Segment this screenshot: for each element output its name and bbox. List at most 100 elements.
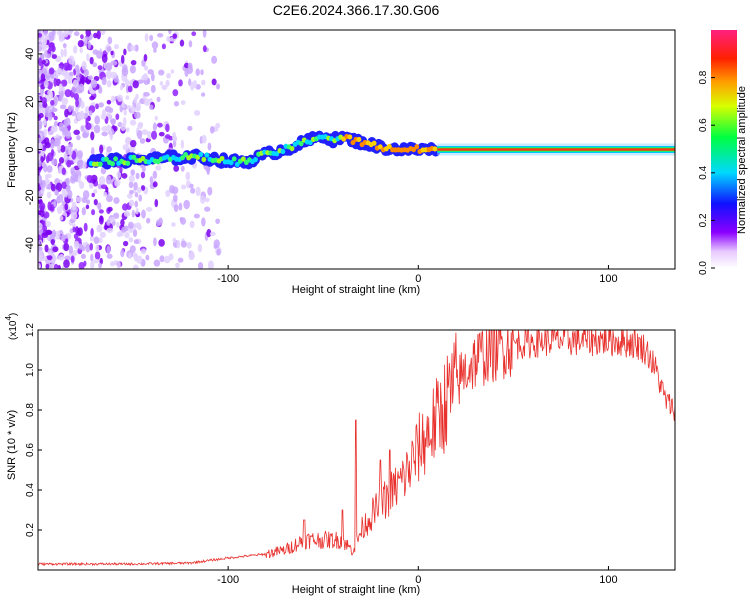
noise-speck (85, 30, 91, 37)
ridge-core (240, 156, 246, 162)
ridge-core (97, 161, 103, 167)
noise-speck (68, 71, 75, 77)
figure-title: C2E6.2024.366.17.30.G06 (273, 2, 440, 18)
noise-speck (181, 184, 187, 190)
noise-speck (128, 237, 134, 243)
noise-speck (38, 159, 42, 168)
noise-speck (156, 32, 164, 38)
noise-speck (187, 125, 193, 131)
noise-speck (192, 79, 198, 89)
noise-speck (109, 107, 114, 113)
noise-speck (65, 185, 71, 192)
noise-speck (122, 144, 130, 151)
ridge-core (110, 161, 115, 167)
noise-speck (60, 79, 68, 87)
snr-line (38, 330, 675, 567)
noise-speck (93, 258, 100, 264)
noise-speck (51, 107, 58, 113)
noise-speck (145, 254, 150, 261)
noise-speck (193, 109, 201, 116)
noise-speck (136, 102, 141, 112)
noise-speck (198, 261, 204, 269)
noise-speck (48, 67, 55, 75)
noise-speck (180, 240, 187, 248)
noise-speck (132, 229, 138, 238)
ridge-core (386, 143, 392, 150)
noise-speck (101, 76, 107, 86)
noise-speck (110, 95, 115, 103)
ridge-core (104, 156, 109, 162)
noise-speck (110, 50, 114, 56)
noise-speck (78, 262, 85, 269)
noise-speck (179, 39, 185, 47)
noise-speck (172, 131, 177, 141)
colorbar-tick-label: 0.6 (698, 118, 709, 132)
noise-speck (128, 199, 135, 207)
noise-speck (60, 90, 64, 99)
spectrogram-panel: -100 0 100 40 20 0 -20 -40 Height of straight … (6, 29, 676, 296)
noise-speck (47, 255, 53, 260)
noise-speck (38, 190, 42, 199)
noise-speck (187, 62, 193, 70)
ridge-core (289, 145, 295, 152)
noise-speck (109, 130, 113, 138)
noise-speck (120, 249, 125, 258)
noise-speck (190, 187, 196, 194)
snr-x-tick-label: 0 (415, 574, 421, 586)
noise-speck (125, 137, 132, 144)
noise-speck (132, 264, 139, 269)
noise-speck (89, 95, 95, 101)
noise-speck (175, 262, 180, 269)
noise-speck (99, 215, 104, 222)
noise-speck (51, 54, 57, 60)
noise-speck (130, 59, 137, 66)
noise-speck (161, 84, 168, 91)
noise-speck (107, 36, 113, 45)
noise-speck (38, 44, 42, 53)
noise-speck (44, 220, 51, 228)
noise-speck (211, 78, 217, 86)
noise-speck (38, 107, 45, 115)
noise-speck (195, 186, 201, 197)
noise-speck (79, 47, 83, 54)
snr-x-label: Height of straight line (km) (292, 584, 420, 596)
noise-speck (129, 119, 137, 126)
noise-speck (70, 167, 76, 175)
noise-speck (99, 231, 106, 238)
noise-speck (149, 104, 154, 110)
spectrogram-y-tick-label: 0 (24, 146, 36, 152)
noise-speck (156, 96, 161, 103)
noise-speck (202, 30, 207, 38)
noise-speck (93, 189, 98, 194)
noise-speck (201, 79, 206, 86)
noise-speck (75, 88, 83, 94)
noise-speck (201, 92, 206, 97)
noise-speck (134, 192, 139, 198)
noise-speck (41, 232, 49, 239)
noise-speck (68, 146, 73, 156)
noise-speck (172, 89, 179, 97)
noise-speck (51, 229, 57, 238)
ridge-core (432, 146, 438, 152)
ridge-core (298, 141, 304, 147)
noise-speck (75, 98, 79, 108)
noise-speck (59, 62, 64, 70)
noise-speck (83, 222, 88, 232)
noise-speck (67, 30, 73, 36)
noise-speck (153, 237, 157, 247)
colorbar-tick-label: 0.8 (698, 70, 709, 84)
noise-speck (134, 44, 139, 52)
noise-speck (67, 189, 73, 200)
noise-speck (110, 71, 117, 79)
noise-speck (135, 207, 139, 215)
noise-speck (94, 115, 101, 125)
noise-speck (158, 69, 165, 76)
noise-speck (152, 181, 158, 188)
noise-speck (173, 204, 179, 213)
noise-speck (80, 74, 85, 85)
noise-speck (191, 31, 197, 37)
noise-speck (46, 165, 53, 173)
noise-speck (64, 65, 69, 71)
noise-speck (53, 77, 58, 87)
noise-speck (142, 73, 149, 81)
